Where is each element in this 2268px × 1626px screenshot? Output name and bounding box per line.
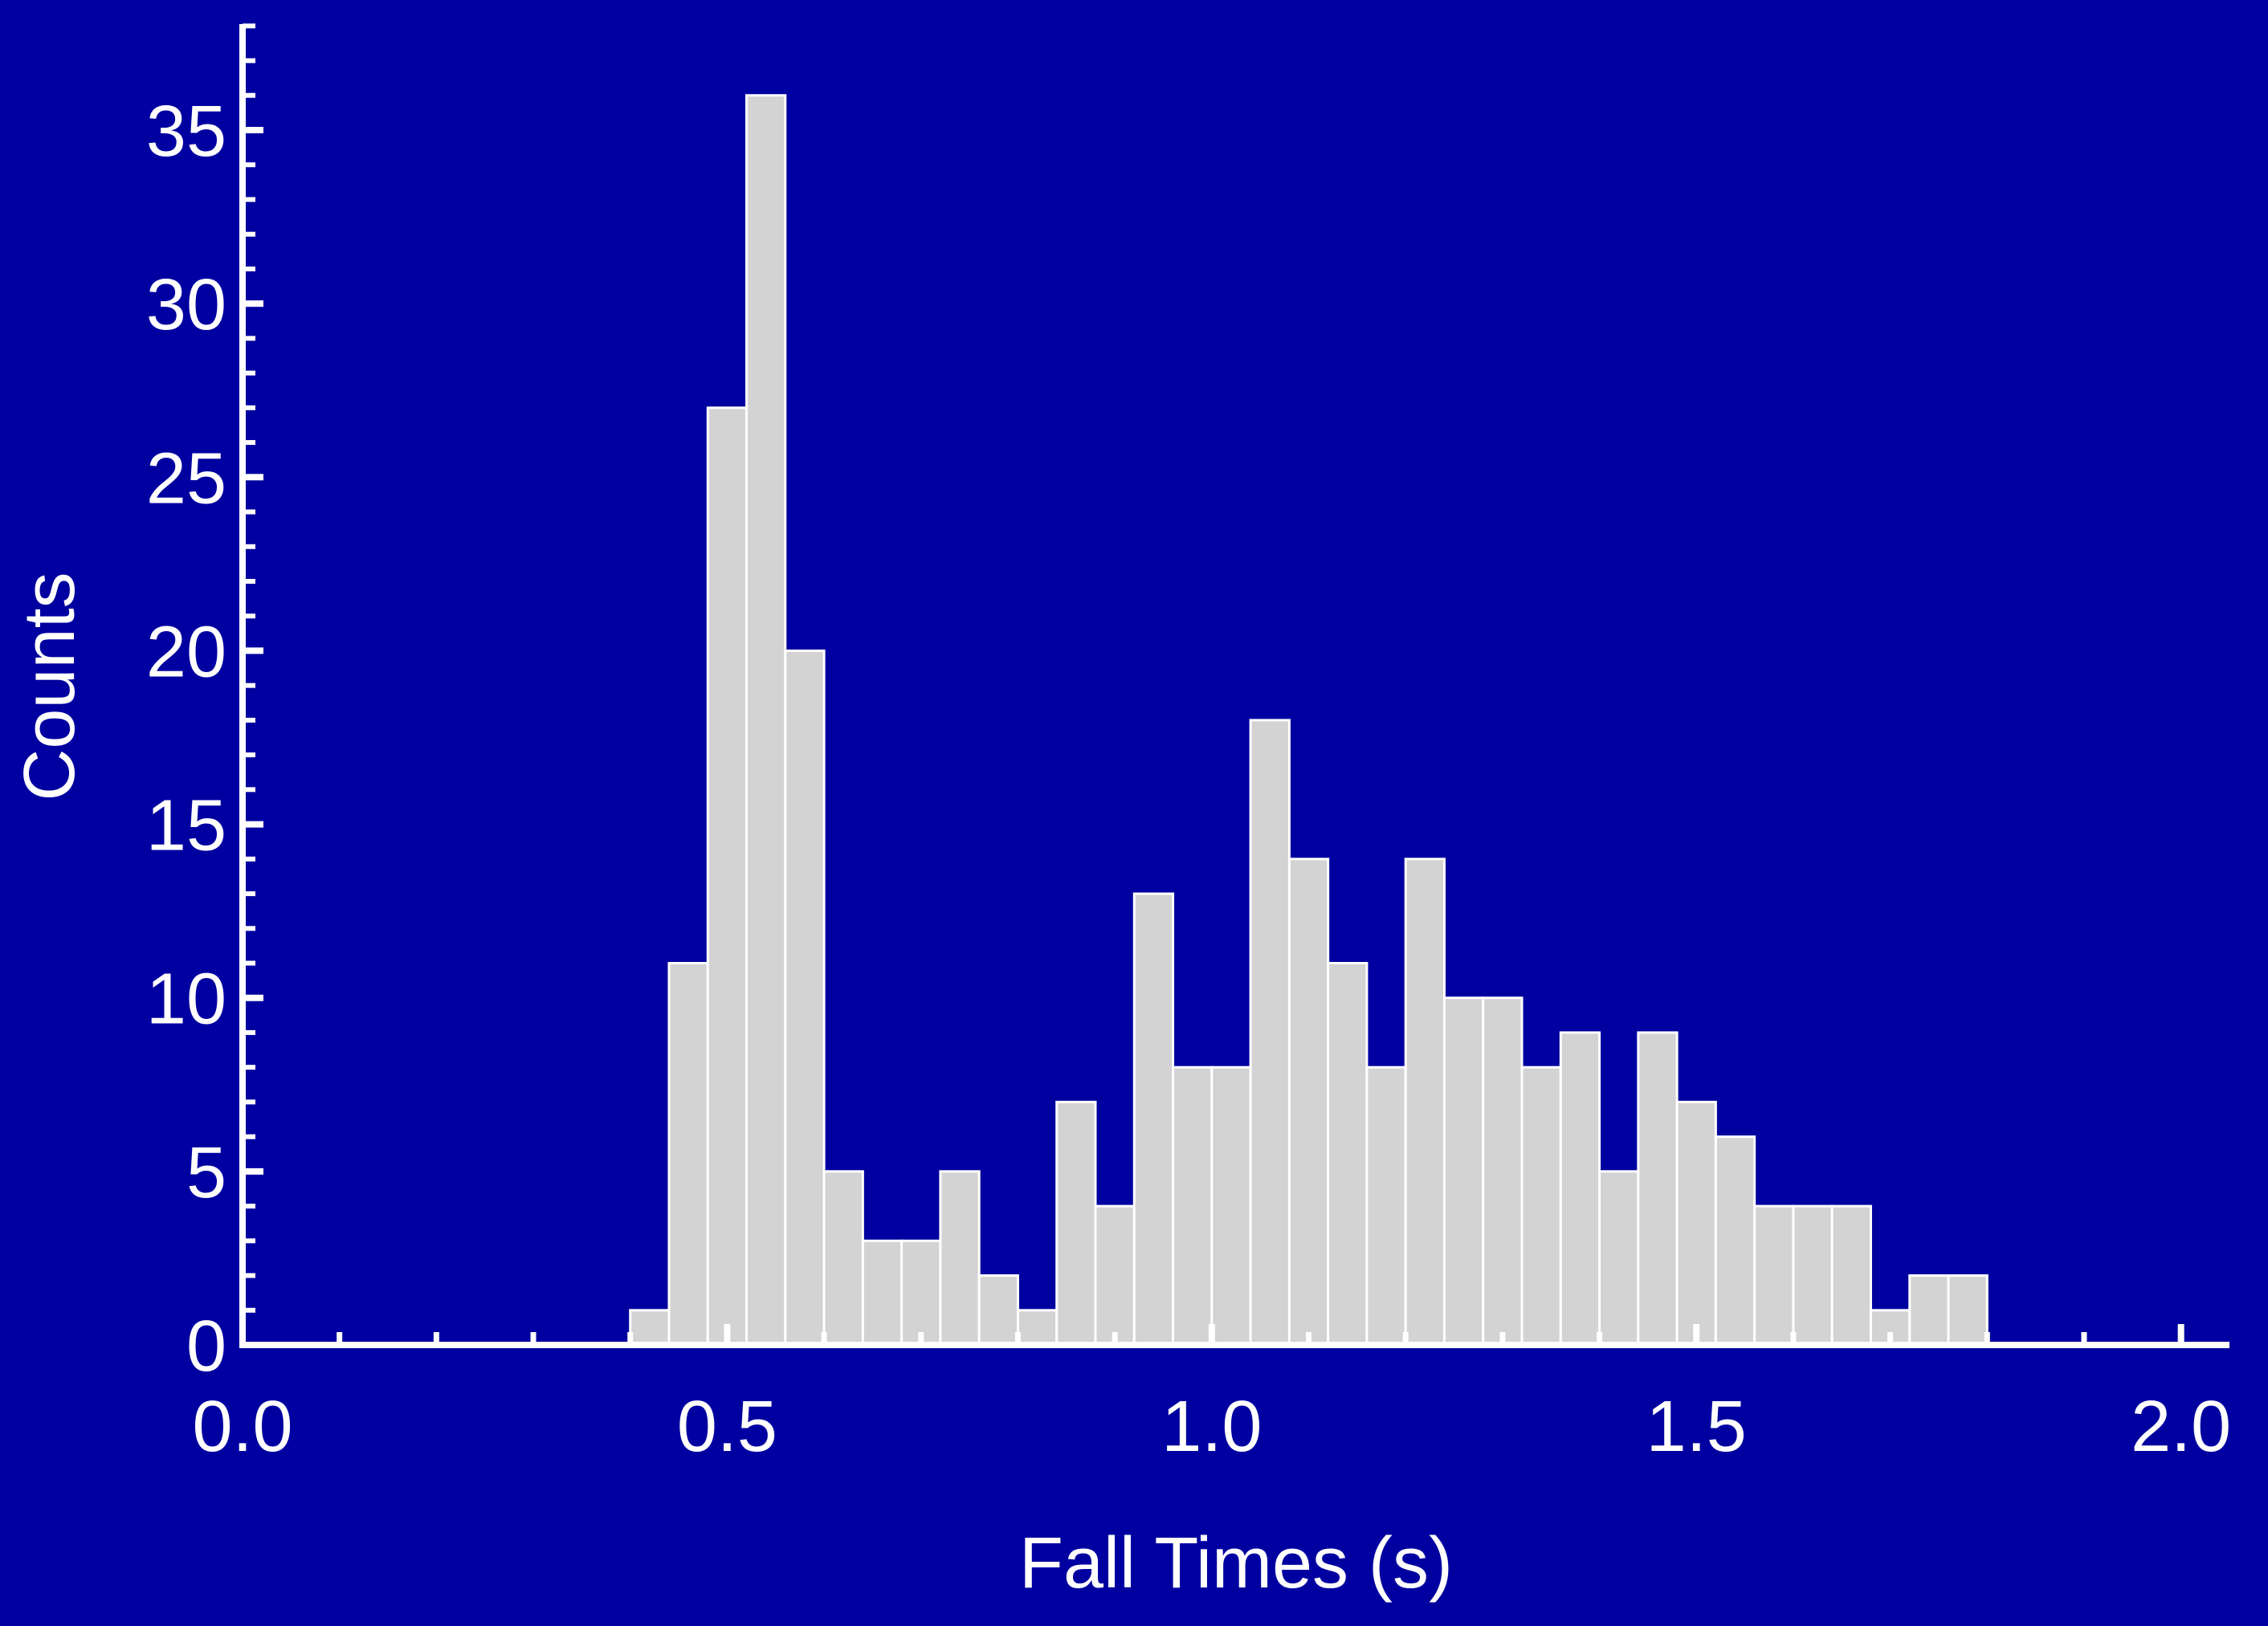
histogram-bar [939, 1170, 981, 1347]
histogram-bar [1559, 1031, 1601, 1347]
histogram-bar [1482, 996, 1524, 1347]
histogram-bar [1908, 1274, 1950, 1347]
x-tick-label: 2.0 [2131, 1387, 2231, 1467]
y-tick-label: 10 [146, 960, 226, 1040]
histogram-bar [900, 1239, 942, 1347]
histogram-bar [1404, 858, 1446, 1347]
y-tick-label: 20 [146, 612, 226, 692]
histogram-bar [1520, 1066, 1562, 1347]
x-tick-label: 1.5 [1646, 1387, 1747, 1467]
y-tick-label: 30 [146, 265, 226, 345]
histogram-bar [1830, 1204, 1872, 1347]
histogram-bar [1132, 892, 1175, 1347]
y-axis-title: Counts [10, 572, 90, 801]
histogram-bar [1637, 1031, 1679, 1347]
histogram-bar [1598, 1170, 1640, 1347]
histogram-bar [1675, 1100, 1717, 1347]
histogram-bar [1753, 1204, 1795, 1347]
y-tick-label: 25 [146, 438, 226, 519]
histogram-bar [1287, 858, 1330, 1347]
histogram-bar [1172, 1066, 1214, 1347]
y-axis-tick-labels: 0 5 10 15 20 25 30 35 [146, 92, 226, 1387]
x-tick-label: 1.0 [1161, 1387, 1262, 1467]
histogram-bar [629, 1309, 671, 1347]
y-tick-label: 15 [146, 786, 226, 866]
y-tick-label: 5 [186, 1133, 226, 1213]
histogram-bar [667, 961, 709, 1347]
histogram-bar [1365, 1066, 1407, 1347]
histogram-bar [784, 649, 826, 1347]
x-axis-title: Fall Times (s) [1019, 1523, 1453, 1604]
histogram-bar [1249, 719, 1291, 1347]
y-tick-label: 0 [186, 1306, 226, 1387]
histogram-bar [1714, 1135, 1756, 1347]
y-tick-label: 35 [146, 92, 226, 172]
x-axis-tick-labels: 0.0 0.5 1.0 1.5 2.0 [192, 1387, 2231, 1467]
histogram-bar [1210, 1066, 1252, 1347]
histogram-bar [822, 1170, 864, 1347]
histogram-bar [745, 94, 787, 1347]
histogram-bar [861, 1239, 904, 1347]
histogram-bar [706, 406, 749, 1347]
histogram-bar [1947, 1274, 1989, 1347]
histogram-bar [977, 1274, 1019, 1347]
histogram-bar [1442, 996, 1485, 1347]
x-tick-label: 0.5 [677, 1387, 777, 1467]
histogram-bar [1327, 961, 1369, 1347]
histogram-bar [1055, 1100, 1097, 1347]
histogram-bar [1094, 1204, 1136, 1347]
histogram-bar [1792, 1204, 1834, 1347]
histogram-bar [1016, 1309, 1059, 1347]
x-tick-label: 0.0 [192, 1387, 292, 1467]
histogram-bars [629, 94, 1989, 1347]
